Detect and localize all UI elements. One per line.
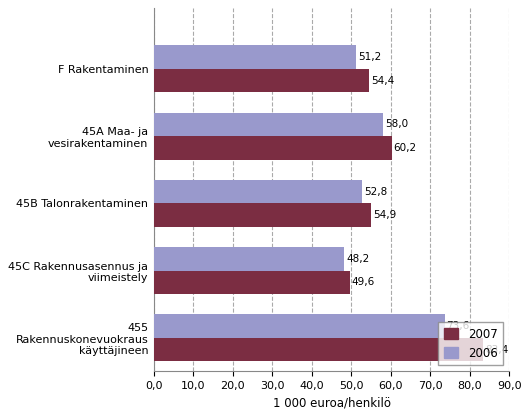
Text: 54,9: 54,9 [373, 210, 396, 220]
Legend: 2007, 2006: 2007, 2006 [438, 322, 504, 365]
Text: 51,2: 51,2 [358, 52, 381, 62]
Text: 52,8: 52,8 [365, 186, 387, 196]
Text: 60,2: 60,2 [394, 143, 417, 153]
Text: 49,6: 49,6 [352, 277, 375, 287]
Text: 48,2: 48,2 [346, 254, 369, 264]
Bar [154, 180, 363, 203]
Bar [154, 69, 369, 92]
Bar [154, 247, 344, 270]
Bar [154, 338, 483, 361]
Text: 54,4: 54,4 [370, 76, 394, 86]
Bar [154, 45, 356, 69]
Text: 58,0: 58,0 [385, 119, 408, 129]
Text: 83,4: 83,4 [485, 344, 508, 354]
Bar [154, 203, 370, 227]
Bar [154, 136, 392, 160]
Bar [154, 270, 350, 294]
X-axis label: 1 000 euroa/henkilö: 1 000 euroa/henkilö [272, 397, 391, 410]
Bar [154, 112, 383, 136]
Bar [154, 314, 445, 338]
Text: 73,6: 73,6 [447, 321, 470, 331]
